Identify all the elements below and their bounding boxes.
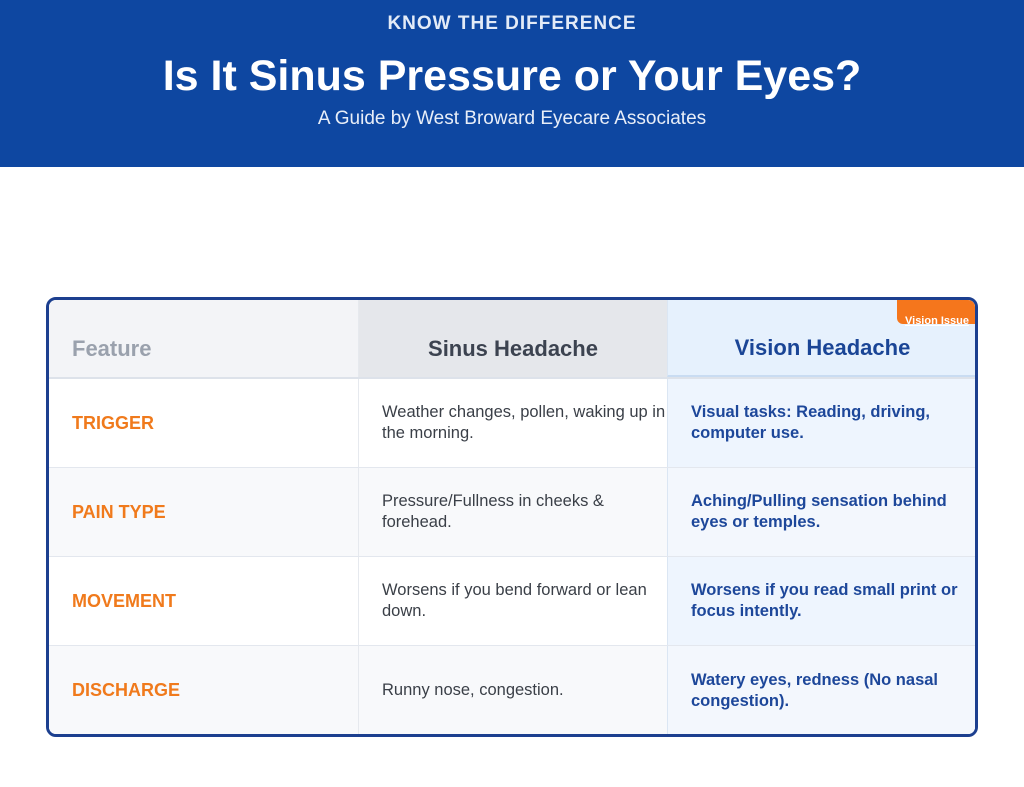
page-title: Is It Sinus Pressure or Your Eyes? <box>162 52 862 100</box>
vision-cell: Aching/Pulling sensation behind eyes or … <box>667 468 975 556</box>
column-header-vision: Vision Headache Vision Issue <box>667 300 975 377</box>
sinus-cell: Pressure/Fullness in cheeks & forehead. <box>358 468 667 556</box>
subtitle: A Guide by West Broward Eyecare Associat… <box>317 108 707 129</box>
table-header: Feature Sinus Headache Vision Headache Vi… <box>49 300 975 379</box>
vision-cell: Worsens if you read small print or focus… <box>667 557 975 645</box>
vision-issue-badge: Vision Issue <box>897 300 975 327</box>
feature-cell: DISCHARGE <box>72 680 181 700</box>
sinus-cell: Worsens if you bend forward or lean down… <box>358 557 667 645</box>
column-header-sinus: Sinus Headache <box>358 300 667 377</box>
kicker: KNOW THE DIFFERENCE <box>387 13 637 34</box>
table-row: MOVEMENT Worsens if you bend forward or … <box>49 557 975 646</box>
feature-cell: PAIN TYPE <box>72 501 166 522</box>
feature-cell: MOVEMENT <box>72 590 177 611</box>
vision-cell: Watery eyes, redness (No nasal congestio… <box>667 646 975 734</box>
table-row: DISCHARGE Runny nose, congestion. Watery… <box>49 646 975 734</box>
table-row: TRIGGER Weather changes, pollen, waking … <box>49 379 975 468</box>
feature-cell: TRIGGER <box>72 412 155 433</box>
vision-cell: Visual tasks: Reading, driving, computer… <box>667 379 975 467</box>
sinus-cell: Runny nose, congestion. <box>358 646 667 734</box>
comparison-table: Feature Sinus Headache Vision Headache Vi… <box>46 297 978 737</box>
sinus-cell: Weather changes, pollen, waking up in th… <box>358 379 667 467</box>
table-row: PAIN TYPE Pressure/Fullness in cheeks & … <box>49 468 975 557</box>
column-header-vision-label: Vision Headache <box>734 335 911 360</box>
column-header-feature: Feature <box>49 300 358 377</box>
hero-banner: KNOW THE DIFFERENCE Is It Sinus Pressure… <box>0 0 1024 167</box>
